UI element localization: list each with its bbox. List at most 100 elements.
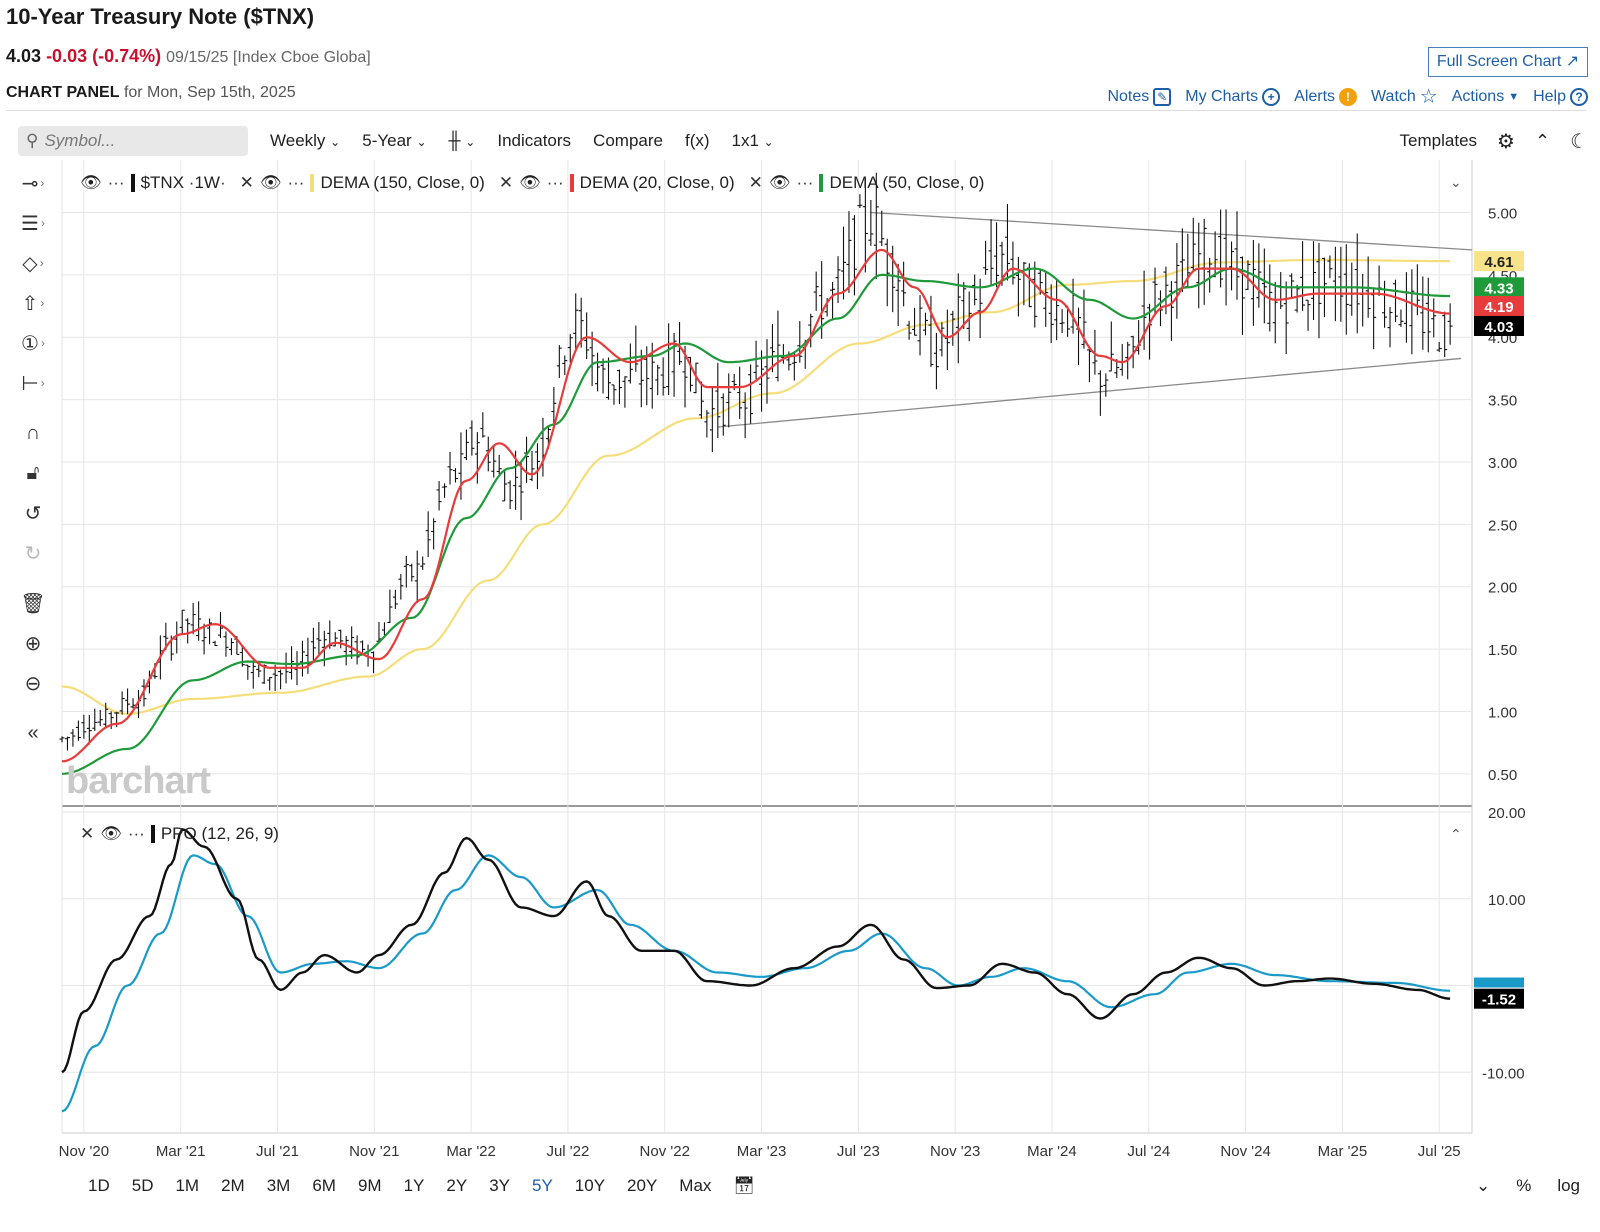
y-tick-label: 3.00: [1488, 455, 1517, 472]
layout-select[interactable]: 1x1 ⌄: [732, 131, 774, 151]
close-icon[interactable]: ✕: [80, 824, 95, 843]
eye-icon[interactable]: 👁︎: [768, 173, 791, 192]
more-icon[interactable]: ···: [546, 173, 564, 192]
x-tick-label: Nov '21: [349, 1143, 399, 1160]
actions-menu[interactable]: Actions ▼: [1452, 84, 1519, 109]
ppo-collapse-icon[interactable]: ⌃: [1450, 826, 1462, 842]
close-icon[interactable]: ✕: [498, 173, 514, 192]
magnet-tool[interactable]: ∩: [16, 418, 50, 448]
compare-button[interactable]: Compare: [593, 131, 663, 150]
chevron-down-icon: ⌄: [465, 135, 476, 149]
notes-link[interactable]: Notes ✎: [1107, 84, 1172, 109]
zoom-out-button[interactable]: ⊖: [16, 668, 50, 698]
lock-tool[interactable]: 🔓︎: [16, 458, 50, 488]
eye-icon[interactable]: 👁︎: [519, 173, 541, 192]
crosshair-tool[interactable]: ⊸ ›: [16, 168, 50, 198]
ohlc-bar: [81, 714, 87, 739]
moon-icon[interactable]: ☾: [1570, 130, 1588, 153]
calendar-icon[interactable]: 📅︎: [733, 1176, 755, 1195]
indicators-button[interactable]: Indicators: [497, 131, 572, 150]
annotation-tool[interactable]: ① ›: [16, 328, 50, 358]
arrow-tool[interactable]: ⇧ ›: [16, 288, 50, 318]
ohlc-bar: [1207, 257, 1213, 293]
ohlc-bar: [250, 660, 256, 689]
full-screen-chart-button[interactable]: Full Screen Chart ↗: [1428, 47, 1588, 77]
shape-tool[interactable]: ◇ ›: [16, 248, 50, 278]
ohlc-bar: [92, 708, 98, 731]
eye-icon[interactable]: 👁︎: [259, 173, 282, 192]
timeframe-1y[interactable]: 1Y: [403, 1176, 425, 1195]
chart-panel-header: CHART PANEL for Mon, Sep 15th, 2025: [6, 84, 296, 102]
trendlines: [717, 211, 1473, 428]
timeframe-2m[interactable]: 2M: [221, 1176, 245, 1195]
percent-toggle[interactable]: %: [1516, 1176, 1532, 1195]
gear-icon[interactable]: ⚙: [1497, 130, 1515, 153]
eye-icon[interactable]: 👁︎: [100, 824, 122, 843]
ohlc-bar: [316, 622, 322, 655]
more-icon[interactable]: ···: [796, 173, 814, 192]
main-legend: 👁︎ ··· $TNX · 1W · ✕ 👁︎ ··· DEMA (150, Close,…: [80, 171, 998, 195]
alert-icon: !: [1339, 87, 1358, 106]
bar-type-select[interactable]: ╫ ⌄: [449, 131, 476, 151]
eye-icon[interactable]: 👁︎: [80, 173, 102, 192]
undo-button[interactable]: ↺: [16, 498, 50, 528]
timeframe-5y[interactable]: 5Y: [531, 1176, 553, 1195]
crosshair-icon: ⊸: [21, 172, 39, 195]
symbol-search[interactable]: ⚲ Symbol...: [18, 126, 248, 156]
legend-collapse-icon[interactable]: ⌄: [1450, 174, 1462, 190]
timeframe-3y[interactable]: 3Y: [489, 1176, 510, 1195]
timeframe-2y[interactable]: 2Y: [446, 1176, 468, 1195]
price-change: -0.03 (-0.74%): [46, 46, 162, 66]
interval-select[interactable]: Weekly ⌄: [270, 131, 340, 151]
delete-button[interactable]: 🗑︎: [16, 588, 50, 618]
timeframe-20y[interactable]: 20Y: [627, 1176, 658, 1195]
zoom-in-button[interactable]: ⊕: [16, 628, 50, 658]
ohlc-bar: [857, 194, 863, 209]
more-icon[interactable]: ···: [107, 173, 125, 192]
timeframe-max[interactable]: Max: [679, 1176, 712, 1195]
collapse-up-icon[interactable]: ⌃: [1534, 130, 1551, 151]
double-chevron-down-icon[interactable]: ⌄: [1475, 1176, 1491, 1195]
ohlc-bar: [338, 629, 344, 649]
my-charts-link[interactable]: My Charts +: [1185, 84, 1281, 109]
ohlc-bar: [862, 178, 868, 273]
help-label: Help: [1533, 87, 1566, 105]
ohlc-bar: [534, 443, 540, 490]
close-icon[interactable]: ✕: [239, 173, 254, 192]
help-link[interactable]: Help?: [1533, 84, 1588, 109]
alerts-link[interactable]: Alerts!: [1294, 84, 1358, 109]
help-icon: ?: [1570, 87, 1588, 106]
timeframe-10y[interactable]: 10Y: [574, 1176, 606, 1195]
ohlc-bar: [480, 412, 486, 438]
timeframe-3m[interactable]: 3M: [266, 1176, 291, 1195]
star-icon: ☆: [1419, 86, 1438, 108]
measure-tool[interactable]: ⊢ ›: [16, 368, 50, 398]
ohlc-bar: [589, 331, 595, 387]
ppo-path: [61, 828, 1451, 1074]
timeframe-9m[interactable]: 9M: [357, 1176, 382, 1195]
timeframe-5d[interactable]: 5D: [131, 1176, 154, 1195]
watch-link[interactable]: Watch ☆: [1371, 84, 1438, 109]
dema50-label: DEMA (50, Close, 0): [829, 173, 985, 192]
timeframe-1d[interactable]: 1D: [88, 1176, 110, 1195]
range-select[interactable]: 5-Year ⌄: [362, 131, 426, 151]
ohlc-bar: [529, 451, 535, 482]
timeframe-1m[interactable]: 1M: [175, 1176, 200, 1195]
more-icon[interactable]: ···: [127, 824, 145, 843]
ohlc-bar: [64, 736, 70, 751]
ohlc-bar: [562, 355, 568, 376]
ohlc-bar: [1360, 273, 1366, 327]
collapse-sidebar-button[interactable]: «: [16, 718, 50, 748]
ohlc-bar: [1103, 373, 1109, 397]
templates-button[interactable]: Templates: [1399, 131, 1478, 150]
zoom-in-icon: ⊕: [24, 632, 42, 655]
dema50-path: [61, 267, 1451, 775]
log-toggle[interactable]: log: [1557, 1176, 1580, 1195]
fx-button[interactable]: f(x): [684, 131, 710, 150]
y-tick-label: 1.50: [1488, 642, 1517, 659]
more-icon[interactable]: ···: [287, 173, 305, 192]
timeframe-6m[interactable]: 6M: [312, 1176, 336, 1195]
close-icon[interactable]: ✕: [748, 173, 763, 192]
fib-tool[interactable]: ☰ ›: [16, 208, 50, 238]
redo-button[interactable]: ↻: [16, 538, 50, 568]
